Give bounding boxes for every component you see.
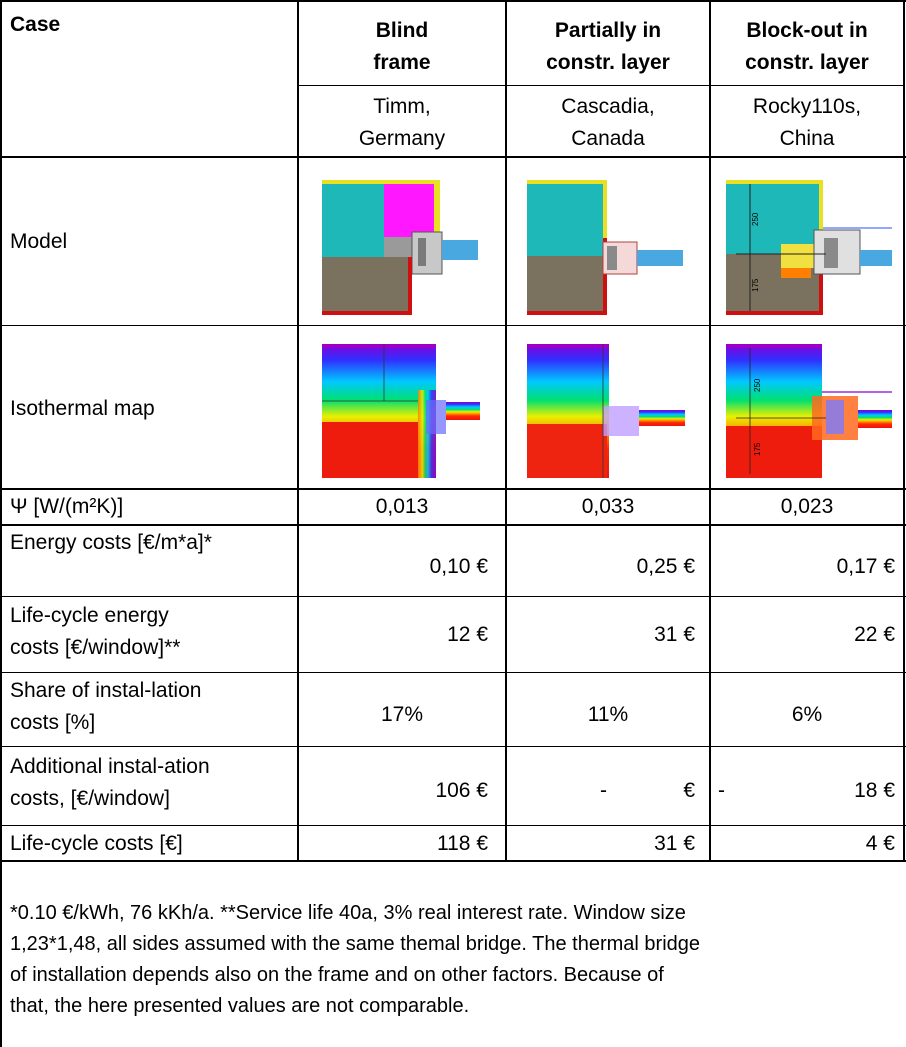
- psi-value: 0,033: [581, 495, 635, 518]
- origin-line: Timm,: [373, 95, 431, 118]
- model-block-out-figure: 250 175: [726, 180, 896, 318]
- lifecycle-energy-label: Life-cycle energy costs [€/window]**: [10, 603, 180, 661]
- share-installation-label: Share of instal-lation costs [%]: [10, 678, 201, 736]
- column-title-partially: Partially in constr. layer: [507, 18, 709, 76]
- additional-installation-label: Additional instal-ation costs, [€/window…: [10, 754, 210, 812]
- model-wall-brown: [322, 257, 412, 314]
- dimension-175: 175: [751, 278, 760, 292]
- row-divider: [0, 488, 906, 490]
- column-title-line: constr. layer: [546, 51, 670, 74]
- additional-installation-value: 18 €: [854, 779, 895, 802]
- isothermal-block-out-figure: 250 175: [726, 344, 896, 478]
- table-border-left: [0, 0, 2, 1047]
- lifecycle-costs-value: 31 €: [654, 832, 695, 855]
- column-origin-timm: Timm, Germany: [299, 94, 505, 152]
- origin-line: China: [779, 127, 835, 150]
- column-origin-rocky: Rocky110s, China: [711, 94, 903, 152]
- lifecycle-energy-value: 12 €: [447, 623, 488, 646]
- column-divider: [297, 0, 299, 861]
- origin-line: Rocky110s,: [752, 95, 862, 118]
- lifecycle-energy-value: 31 €: [654, 623, 695, 646]
- share-installation-value: 6%: [791, 703, 823, 726]
- column-divider: [709, 0, 711, 861]
- footnote-line: that, the here presented values are not …: [10, 995, 470, 1017]
- case-header: Case: [10, 13, 61, 36]
- share-installation-value: 17%: [380, 703, 424, 726]
- footnote-line: of installation depends also on the fram…: [10, 964, 664, 986]
- model-row-label: Model: [10, 230, 68, 253]
- isothermal-partially-figure: [527, 344, 687, 478]
- column-title-block-out: Block-out in constr. layer: [711, 18, 903, 76]
- column-title-line: constr. layer: [745, 51, 869, 74]
- psi-row-label: Ψ [W/(m²K)]: [10, 495, 124, 518]
- origin-line: Cascadia,: [561, 95, 655, 118]
- origin-line: Canada: [571, 127, 645, 150]
- column-origin-cascadia: Cascadia, Canada: [507, 94, 709, 152]
- column-divider: [505, 0, 507, 861]
- psi-value: 0,023: [780, 495, 834, 518]
- label-line: Share of instal-lation: [10, 679, 202, 702]
- isothermal-blind-frame-figure: [322, 344, 482, 478]
- row-divider: [0, 825, 906, 826]
- lifecycle-costs-value: 4 €: [865, 832, 895, 855]
- label-line: costs, [€/window]: [10, 787, 170, 810]
- dimension-175: 175: [753, 442, 762, 456]
- additional-installation-dash: -: [718, 779, 725, 802]
- model-blind-frame-figure: [322, 180, 482, 318]
- energy-costs-value: 0,10 €: [429, 555, 488, 578]
- row-divider: [0, 596, 906, 597]
- label-line: Life-cycle energy: [10, 604, 169, 627]
- isothermal-row-label: Isothermal map: [10, 397, 155, 420]
- row-divider: [0, 524, 906, 526]
- lifecycle-costs-value: 118 €: [437, 832, 488, 855]
- lifecycle-energy-value: 22 €: [854, 623, 895, 646]
- row-divider: [0, 156, 906, 158]
- table-border-top: [0, 0, 906, 2]
- row-divider: [0, 746, 906, 747]
- origin-line: Germany: [358, 127, 446, 150]
- footnote-line: *0.10 €/kWh, 76 kKh/a. **Service life 40…: [10, 902, 686, 924]
- column-title-line: Blind: [375, 19, 429, 42]
- energy-costs-value: 0,17 €: [836, 555, 895, 578]
- model-wall-cyan: [322, 180, 384, 257]
- row-divider: [0, 672, 906, 673]
- share-installation-value: 11%: [587, 703, 629, 726]
- lifecycle-costs-label: Life-cycle costs [€]: [10, 832, 183, 855]
- footnote: *0.10 €/kWh, 76 kKh/a. **Service life 40…: [10, 898, 902, 1022]
- dimension-250: 250: [751, 212, 760, 226]
- row-divider: [0, 860, 906, 862]
- row-divider: [0, 325, 906, 326]
- model-insulation-magenta: [384, 180, 434, 237]
- energy-costs-value: 0,25 €: [636, 555, 695, 578]
- column-title-line: Partially in: [554, 19, 662, 42]
- additional-installation-value: 106 €: [435, 779, 488, 802]
- table-border-right: [903, 0, 905, 861]
- column-title-line: Block-out in: [746, 19, 868, 42]
- label-line: costs [€/window]**: [10, 636, 181, 659]
- column-title-blind-frame: Blind frame: [299, 18, 505, 76]
- psi-value: 0,013: [375, 495, 429, 518]
- footnote-line: 1,23*1,48, all sides assumed with the sa…: [10, 933, 701, 955]
- label-line: Additional instal-ation: [10, 755, 210, 778]
- header-subdivider: [299, 85, 903, 86]
- additional-installation-dash: -: [600, 779, 607, 802]
- energy-costs-label: Energy costs [€/m*a]*: [10, 531, 212, 554]
- dimension-250: 250: [753, 378, 762, 392]
- label-line: costs [%]: [10, 711, 96, 734]
- column-title-line: frame: [373, 51, 431, 74]
- model-partially-figure: [527, 180, 687, 318]
- additional-installation-value: €: [683, 779, 695, 802]
